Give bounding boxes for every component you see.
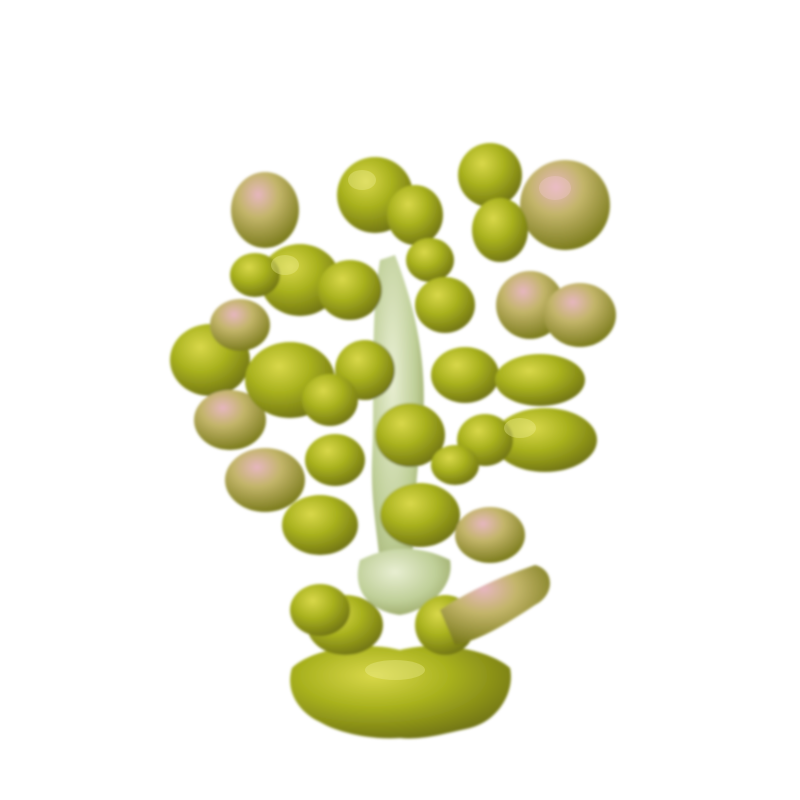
lobe-l2 [210, 299, 270, 351]
lobe-m1 [282, 495, 358, 555]
lobe-l7 [230, 253, 280, 297]
lobe-m4 [225, 448, 305, 512]
lobe-r6 [495, 354, 585, 406]
lobe-c5 [375, 403, 445, 467]
lobe-c6 [302, 374, 358, 426]
stem-lower [357, 548, 451, 615]
lobe-l3 [194, 390, 266, 450]
lobe-r2 [520, 160, 610, 250]
lobe-r3 [472, 198, 528, 262]
lobe-c3 [406, 238, 454, 282]
lobe-m2 [380, 483, 460, 547]
right-arm-lower [440, 565, 550, 645]
lobe-m5 [305, 434, 365, 486]
lobe-c7 [415, 277, 475, 333]
lobe-m3 [455, 507, 525, 563]
base-lobe [290, 646, 511, 739]
lower-left-lobe [290, 584, 350, 636]
lobe-c2 [387, 185, 443, 245]
lobe-r9 [431, 445, 479, 485]
lobe-l5 [231, 172, 299, 248]
lobe-r7 [493, 408, 597, 472]
lobe-r1 [458, 143, 522, 207]
lobe-c8 [431, 347, 499, 403]
lobe-r5 [544, 283, 616, 347]
lobe-l8 [318, 260, 382, 320]
